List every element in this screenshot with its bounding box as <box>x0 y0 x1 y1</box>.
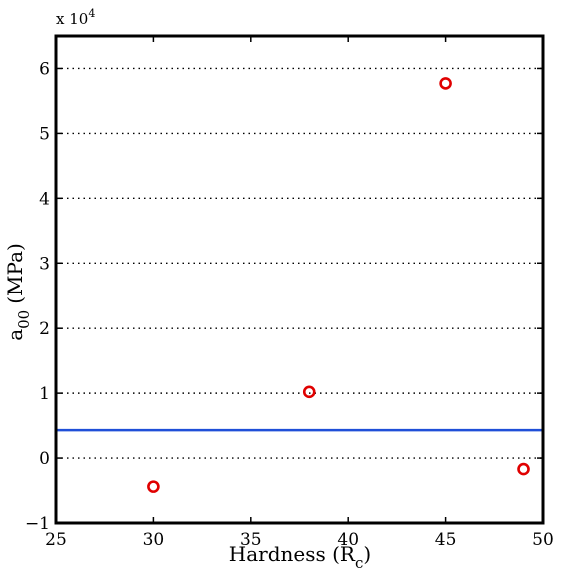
x-tick-label: 35 <box>240 530 262 550</box>
x-tick-label: 50 <box>532 530 554 550</box>
y-tick-label: 6 <box>39 59 50 79</box>
x-axis-title: Hardness (Rc) <box>229 542 371 572</box>
data-points <box>147 77 530 493</box>
data-point <box>302 385 316 399</box>
x-tick-label: 40 <box>337 530 359 550</box>
x-tick-label: 25 <box>45 530 67 550</box>
data-point <box>147 480 160 493</box>
data-point <box>517 462 530 476</box>
x-tick-label: 30 <box>143 530 165 550</box>
y-tick-label: 0 <box>39 449 50 469</box>
y-axis-title: a00(MPa) <box>3 243 33 341</box>
y-tick-label: 5 <box>39 124 50 144</box>
y-tick-label: 1 <box>39 384 50 404</box>
y-tick-label: 3 <box>39 254 50 274</box>
y-multiplier: x 104 <box>56 7 95 28</box>
tick-marks <box>55 36 544 524</box>
y-tick-label: −1 <box>25 514 50 534</box>
y-tick-labels: −1 0 1 2 3 4 5 6 <box>25 59 50 534</box>
plot-frame <box>54 34 545 525</box>
data-point <box>439 77 452 90</box>
x-tick-label: 45 <box>435 530 457 550</box>
x-tick-labels: 25 30 35 40 45 50 <box>45 530 554 550</box>
y-tick-label: 2 <box>39 319 50 339</box>
grid-lines <box>56 67 543 459</box>
y-tick-label: 4 <box>39 189 50 209</box>
